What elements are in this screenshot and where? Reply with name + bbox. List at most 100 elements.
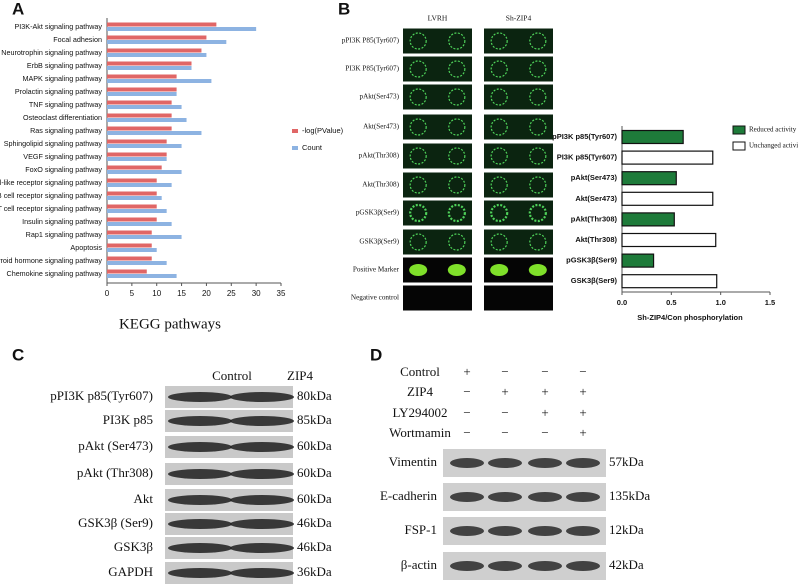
condition-sign: − [501, 405, 508, 420]
category-label: GSK3β(Ser9) [571, 276, 618, 285]
bar [107, 152, 167, 157]
bar [107, 87, 177, 92]
category-label: Chemokine signaling pathway [7, 269, 103, 278]
array-spot [409, 233, 427, 251]
array-spot-panel [403, 143, 472, 169]
condition-sign: − [541, 364, 548, 379]
array-spot [529, 233, 547, 251]
array-spot [490, 264, 509, 276]
array-spot [409, 32, 427, 50]
bar [107, 217, 157, 222]
size-label: 135kDa [609, 488, 650, 503]
bar [107, 139, 167, 144]
condition-label: Control [400, 364, 440, 379]
legend-label: Reduced activity [749, 126, 797, 134]
blot-band [230, 392, 294, 402]
array-spot [448, 176, 466, 194]
condition-sign: − [541, 425, 548, 440]
bar [107, 235, 182, 239]
category-label: pPI3K p85(Tyr607) [552, 132, 617, 141]
category-label: Rap1 signaling pathway [26, 230, 103, 239]
condition-label: ZIP4 [407, 384, 434, 399]
blot-band [230, 416, 294, 426]
blot-band [450, 458, 484, 468]
size-label: 85kDa [297, 412, 332, 427]
x-tick-label: 10 [152, 289, 161, 298]
blot-band [488, 458, 522, 468]
blot-band [168, 416, 232, 426]
bar [621, 171, 677, 186]
bar [107, 105, 182, 109]
bar [107, 248, 157, 252]
blot-band [230, 469, 294, 479]
blot-band [450, 561, 484, 571]
condition-sign: + [579, 384, 586, 399]
bar [107, 196, 162, 200]
legend-swatch [732, 141, 746, 151]
blot-band [230, 495, 294, 505]
array-spot [490, 147, 508, 165]
blot-band [230, 519, 294, 529]
condition-sign: + [501, 384, 508, 399]
row-label: pAkt (Ser473) [78, 438, 153, 453]
array-spot [448, 233, 466, 251]
category-label: MAPK signaling pathway [22, 74, 102, 83]
bar [107, 48, 202, 53]
size-label: 12kDa [609, 522, 644, 537]
bar [107, 243, 152, 248]
category-label: pGSK3β(Ser9) [566, 256, 617, 265]
array-spot [409, 88, 427, 106]
category-label: Ras signaling pathway [30, 126, 102, 135]
column-label: LVRH [428, 14, 448, 23]
condition-sign: + [541, 405, 548, 420]
legend-label: Unchanged activity [749, 142, 798, 150]
condition-sign: − [463, 405, 470, 420]
category-label: pAkt(Ser473) [571, 173, 618, 182]
size-label: 46kDa [297, 515, 332, 530]
blot-band [566, 458, 600, 468]
row-label: Negative control [351, 294, 399, 302]
size-label: 42kDa [609, 557, 644, 572]
size-label: 60kDa [297, 491, 332, 506]
array-spot [528, 203, 547, 223]
blot-band [230, 568, 294, 578]
category-label: T cell receptor signaling pathway [0, 204, 102, 213]
row-label: E-cadherin [380, 488, 438, 503]
bar [107, 61, 192, 66]
column-label: Control [212, 368, 252, 383]
array-spot-panel [484, 84, 553, 110]
condition-sign: − [579, 364, 586, 379]
column-label: ZIP4 [287, 368, 314, 383]
bar [107, 269, 147, 274]
blot-band [528, 458, 562, 468]
blot-band [488, 561, 522, 571]
panel-label: A [12, 0, 24, 18]
x-tick-label: 15 [177, 289, 186, 298]
x-tick-label: 0 [105, 289, 110, 298]
blot-band [528, 561, 562, 571]
blot-band [168, 392, 232, 402]
category-label: B cell receptor signaling pathway [0, 191, 102, 200]
x-tick-label: 25 [227, 289, 236, 298]
bar [107, 230, 152, 235]
category-label: VEGF signaling pathway [23, 152, 102, 161]
bar [107, 183, 172, 187]
blot-band [230, 543, 294, 553]
array-spot [447, 264, 466, 276]
array-spot [529, 88, 547, 106]
bar [621, 274, 718, 289]
row-label: Akt [134, 491, 154, 506]
array-spot [409, 176, 427, 194]
bar [107, 74, 177, 79]
category-label: ErbB signaling pathway [27, 61, 103, 70]
condition-sign: − [501, 425, 508, 440]
bar [107, 79, 212, 83]
array-spot-panel [403, 84, 472, 110]
blot-band [528, 526, 562, 536]
category-label: PI3K-Akt signaling pathway [15, 22, 103, 31]
category-label: Focal adhesion [53, 35, 102, 44]
bar [621, 253, 655, 268]
array-spot-panel [484, 56, 553, 82]
condition-sign: + [541, 384, 548, 399]
array-spot [490, 60, 508, 78]
